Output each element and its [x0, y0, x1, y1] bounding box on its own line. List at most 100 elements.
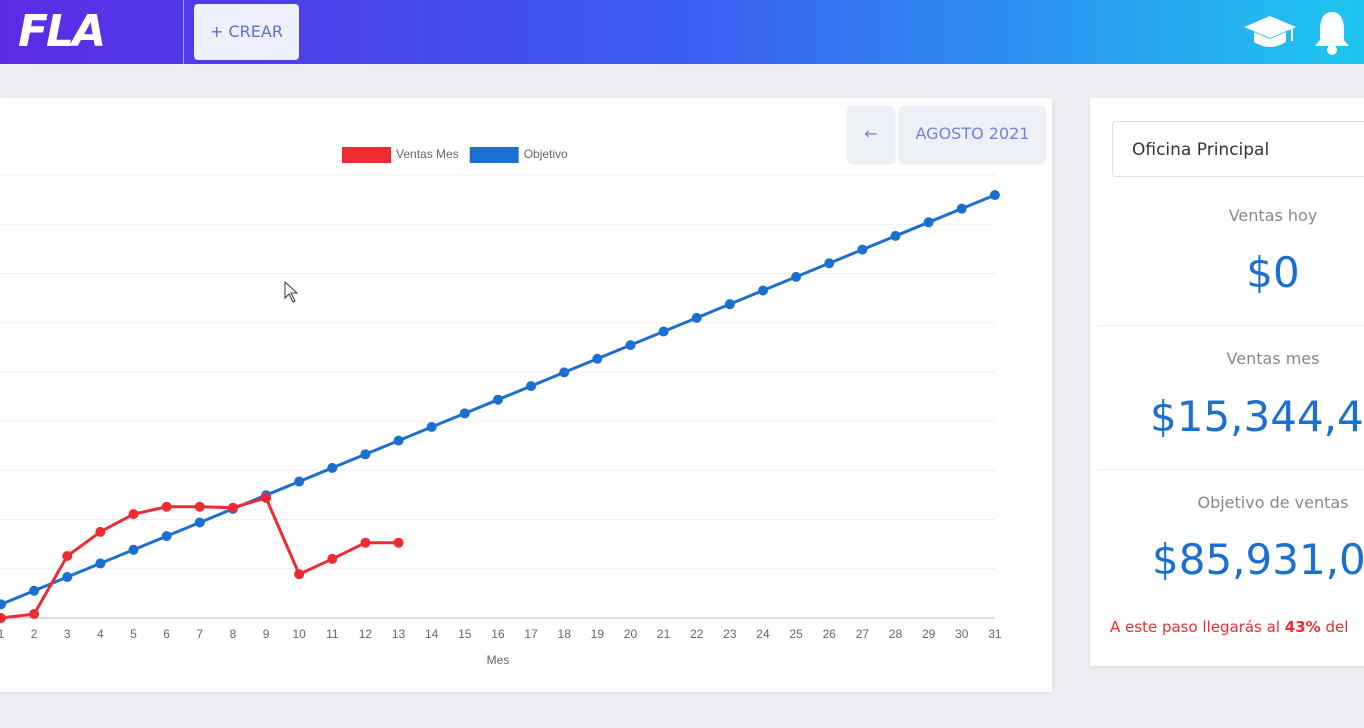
- separator: [183, 0, 184, 64]
- data-point: [625, 340, 636, 351]
- data-point: [559, 367, 570, 378]
- legend-label: Objetivo: [524, 147, 568, 161]
- x-axis-title: Mes: [487, 653, 510, 667]
- data-point: [360, 537, 371, 548]
- x-tick-label: 28: [889, 627, 903, 641]
- stat-label: Objetivo de ventas: [1197, 493, 1349, 512]
- stat-label: Ventas hoy: [1228, 206, 1318, 225]
- x-tick-label: 26: [823, 627, 837, 641]
- graduation-icon[interactable]: [1242, 14, 1298, 50]
- x-tick-label: 29: [922, 627, 936, 641]
- x-tick-label: 8: [230, 627, 237, 641]
- data-point: [0, 613, 6, 623]
- x-tick-label: 5: [130, 627, 137, 641]
- cursor: [284, 280, 299, 303]
- data-point: [890, 230, 901, 241]
- data-point: [393, 537, 404, 548]
- x-tick-label: 15: [458, 627, 472, 641]
- period-button[interactable]: AGOSTO 2021: [900, 106, 1045, 162]
- data-point: [29, 609, 40, 620]
- x-tick-label: 18: [558, 627, 572, 641]
- legend-swatch: [342, 147, 391, 163]
- series-line: [0, 496, 399, 620]
- data-point: [989, 190, 1000, 201]
- x-tick-label: 30: [955, 627, 969, 641]
- x-tick-label: 23: [723, 627, 737, 641]
- data-point: [294, 569, 305, 580]
- data-point: [526, 381, 537, 392]
- chart-card: [0, 98, 1052, 692]
- office-select[interactable]: Oficina Principal: [1112, 121, 1364, 177]
- data-point: [95, 526, 106, 537]
- data-point: [857, 244, 868, 255]
- x-tick-label: 11: [326, 627, 339, 641]
- x-tick-label: 10: [292, 627, 306, 641]
- legend-swatch: [469, 147, 519, 163]
- data-point: [29, 585, 40, 596]
- data-point: [261, 492, 272, 503]
- x-tick-label: 2: [31, 627, 38, 641]
- divider: [1098, 325, 1364, 326]
- x-tick-label: 14: [425, 627, 439, 641]
- data-point: [459, 408, 470, 419]
- data-point: [658, 326, 669, 337]
- x-tick-label: 9: [263, 627, 270, 641]
- data-point: [956, 203, 967, 214]
- create-button[interactable]: + CREAR: [194, 4, 299, 60]
- data-point: [592, 353, 603, 364]
- x-tick-label: 20: [624, 627, 638, 641]
- x-tick-label: 19: [591, 627, 605, 641]
- x-tick-label: 21: [657, 627, 671, 641]
- x-tick-label: 6: [163, 627, 170, 641]
- data-point: [360, 449, 371, 460]
- x-tick-label: 3: [64, 627, 71, 641]
- logo[interactable]: FLA: [18, 6, 106, 57]
- chart: 1 2 3 4 5 6 7 8 9 10 11 12 13 14 15 16 17 18 19 20 21 22 23 24 2…: [0, 147, 1002, 667]
- data-point: [161, 501, 172, 512]
- data-point: [393, 435, 404, 446]
- x-tick-label: 25: [789, 627, 803, 641]
- x-tick-label: 1: [0, 627, 5, 641]
- forecast-text: del: [1320, 618, 1349, 636]
- data-point: [757, 285, 768, 296]
- data-point: [194, 517, 205, 528]
- x-tick-label: 31: [988, 627, 1002, 641]
- header: FLA + CREAR: [0, 0, 1364, 64]
- data-point: [824, 258, 835, 269]
- x-tick-label: 17: [524, 627, 538, 641]
- x-tick-label: 13: [392, 627, 406, 641]
- x-tick-label: 16: [491, 627, 505, 641]
- data-point: [128, 544, 139, 555]
- legend-label: Ventas Mes: [396, 147, 459, 161]
- stat-value: $15,344,46: [1150, 392, 1364, 441]
- data-point: [62, 572, 73, 583]
- data-point: [327, 553, 338, 564]
- data-point: [194, 501, 205, 512]
- x-tick-label: 24: [756, 627, 770, 641]
- stat-value: $0: [1246, 248, 1300, 297]
- forecast: A este paso llegarás al 43% del: [1110, 618, 1348, 636]
- data-point: [294, 476, 305, 487]
- x-tick-label: 22: [690, 627, 704, 641]
- data-point: [327, 462, 338, 473]
- data-point: [492, 394, 503, 405]
- data-point: [227, 502, 238, 513]
- data-point: [724, 299, 735, 310]
- x-tick-label: 7: [196, 627, 203, 641]
- x-tick-label: 27: [856, 627, 870, 641]
- data-point: [426, 421, 437, 432]
- bell-icon[interactable]: [1312, 8, 1352, 56]
- stat-label: Ventas mes: [1226, 349, 1320, 368]
- data-point: [691, 312, 702, 323]
- stat-value: $85,931,00: [1152, 535, 1364, 584]
- x-tick-label: 4: [97, 627, 104, 641]
- data-point: [923, 217, 934, 228]
- data-point: [128, 509, 139, 520]
- data-point: [95, 558, 106, 569]
- stats-card: [1090, 98, 1364, 666]
- data-point: [62, 550, 73, 561]
- data-point: [791, 271, 802, 282]
- x-tick-label: 12: [359, 627, 373, 641]
- back-button[interactable]: ←: [848, 106, 894, 162]
